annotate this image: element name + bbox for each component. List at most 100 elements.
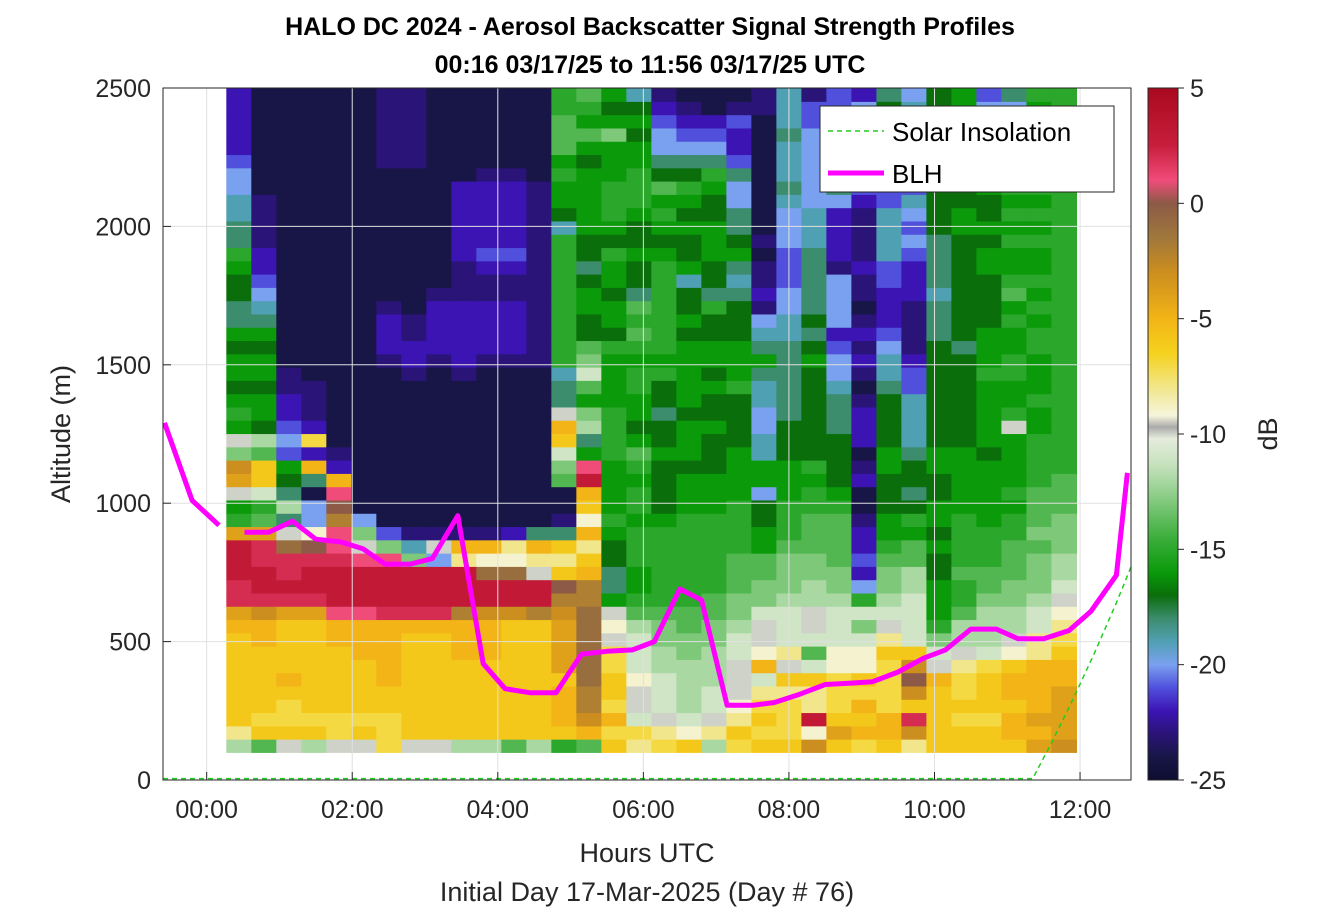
heatmap-cell: [626, 127, 652, 142]
heatmap-cell: [601, 460, 627, 474]
heatmap-cell: [251, 499, 277, 514]
heatmap-cell: [726, 313, 752, 328]
heatmap-cell: [376, 274, 402, 288]
heatmap-cell: [751, 619, 777, 634]
heatmap-cell: [726, 685, 752, 700]
heatmap-cell: [376, 380, 402, 395]
heatmap-cell: [576, 566, 602, 581]
heatmap-cell: [876, 446, 902, 461]
heatmap-cell: [351, 88, 377, 102]
heatmap-cell: [326, 446, 352, 461]
heatmap-cell: [851, 247, 877, 262]
heatmap-cell: [476, 167, 502, 182]
heatmap-cell: [326, 659, 352, 674]
heatmap-cell: [751, 672, 777, 687]
heatmap-cell: [826, 274, 852, 288]
heatmap-cell: [651, 167, 677, 182]
heatmap-cell: [751, 486, 777, 501]
heatmap-cell: [226, 353, 252, 368]
y-tick-label: 1000: [95, 490, 151, 518]
heatmap-cell: [376, 526, 402, 541]
heatmap-cell: [451, 632, 477, 647]
x-tick-label: 12:00: [1049, 796, 1112, 824]
heatmap-cell: [276, 207, 302, 222]
heatmap-cell: [276, 606, 302, 621]
heatmap-cell: [951, 380, 977, 395]
heatmap-cell: [401, 406, 427, 421]
heatmap-cell: [1026, 220, 1053, 235]
heatmap-cell: [251, 646, 277, 660]
heatmap-cell: [801, 553, 827, 567]
heatmap-cell: [276, 460, 302, 474]
heatmap-cell: [476, 353, 502, 368]
heatmap-cell: [401, 127, 427, 142]
heatmap-cell: [1026, 486, 1053, 501]
heatmap-cell: [1001, 712, 1028, 727]
heatmap-cell: [876, 619, 902, 634]
heatmap-cell: [251, 460, 277, 474]
heatmap-cell: [551, 446, 577, 461]
heatmap-cell: [226, 340, 252, 355]
heatmap-cell: [726, 619, 752, 634]
heatmap-cell: [826, 406, 852, 421]
legend: Solar Insolation BLH: [819, 105, 1115, 193]
heatmap-cell: [601, 327, 627, 342]
heatmap-cell: [851, 646, 877, 660]
heatmap-cell: [551, 486, 577, 501]
heatmap-cell: [626, 207, 652, 222]
heatmap-cell: [501, 579, 527, 594]
heatmap-cell: [276, 234, 302, 249]
heatmap-cell: [851, 473, 877, 488]
heatmap-cell: [1001, 367, 1028, 381]
heatmap-cell: [326, 181, 352, 195]
heatmap-cell: [351, 327, 377, 342]
heatmap-cell: [376, 88, 402, 102]
heatmap-cell: [751, 406, 777, 421]
heatmap-cell: [351, 287, 377, 302]
heatmap-cell: [1001, 739, 1028, 753]
heatmap-cell: [1051, 566, 1078, 581]
heatmap-cell: [1026, 207, 1053, 222]
heatmap-cell: [601, 367, 627, 381]
heatmap-cell: [426, 473, 452, 488]
heatmap-cell: [951, 287, 977, 302]
heatmap-cell: [701, 632, 727, 647]
heatmap-cell: [851, 367, 877, 381]
heatmap-cell: [626, 592, 652, 607]
heatmap-cell: [501, 220, 527, 235]
heatmap-cell: [1001, 300, 1028, 315]
heatmap-cell: [376, 313, 402, 328]
heatmap-cell: [826, 313, 852, 328]
legend-box: [819, 105, 1115, 193]
heatmap-cell: [526, 566, 552, 581]
heatmap-cell: [551, 207, 577, 222]
heatmap-cell: [676, 220, 702, 235]
heatmap-cell: [726, 300, 752, 315]
heatmap-cell: [851, 380, 877, 395]
heatmap-cell: [651, 101, 677, 116]
heatmap-cell: [1001, 393, 1028, 408]
heatmap-cell: [301, 393, 327, 408]
heatmap-cell: [526, 154, 552, 169]
heatmap-cell: [451, 499, 477, 514]
heatmap-cell: [476, 632, 502, 647]
heatmap-cell: [601, 672, 627, 687]
heatmap-cell: [301, 685, 327, 700]
heatmap-cell: [1001, 659, 1028, 674]
heatmap-cell: [751, 101, 777, 116]
heatmap-cell: [301, 234, 327, 249]
heatmap-cell: [476, 393, 502, 408]
heatmap-cell: [676, 234, 702, 249]
heatmap-cell: [401, 101, 427, 116]
heatmap-cell: [326, 699, 352, 714]
heatmap-cell: [601, 446, 627, 461]
heatmap-cell: [801, 526, 827, 541]
heatmap-cell: [326, 646, 352, 660]
heatmap-cell: [1001, 592, 1028, 607]
heatmap-cell: [751, 646, 777, 660]
heatmap-cell: [326, 739, 352, 753]
heatmap-cell: [951, 539, 977, 554]
heatmap-cell: [676, 672, 702, 687]
heatmap-cell: [851, 340, 877, 355]
heatmap-cell: [226, 88, 252, 102]
